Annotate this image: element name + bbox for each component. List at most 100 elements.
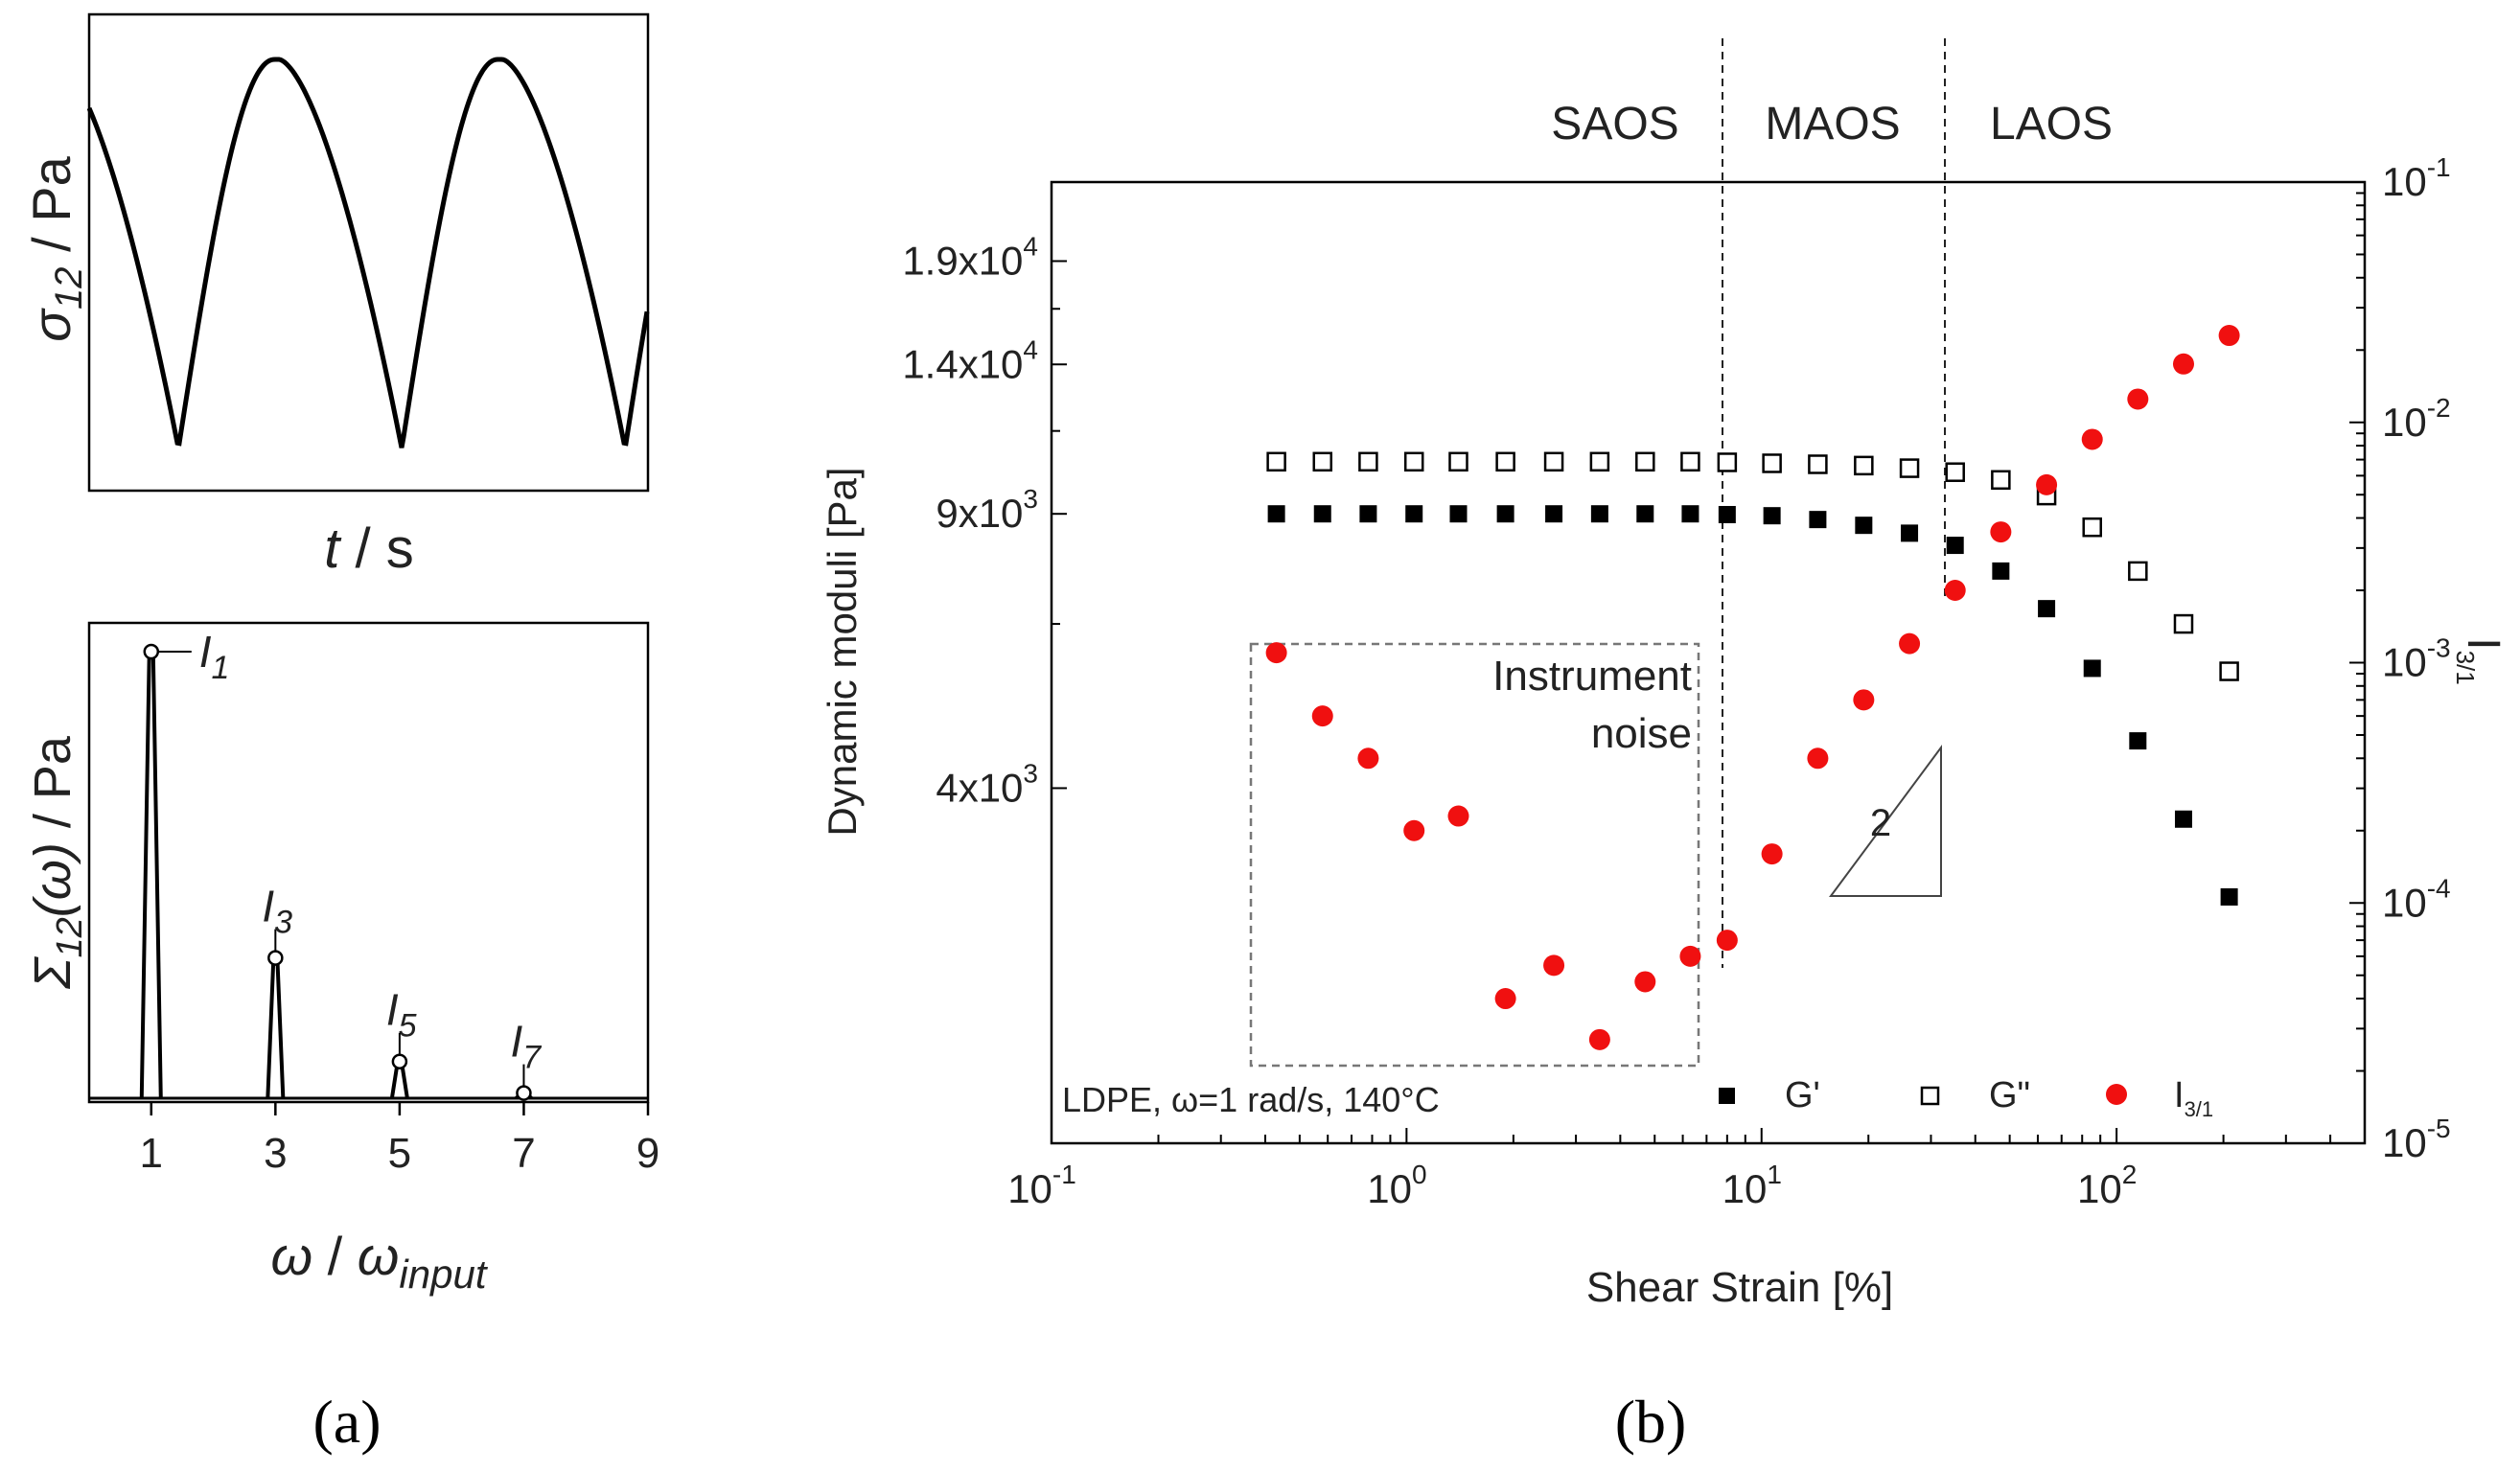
series-g-double-prime [1266,451,2239,681]
i31-point [1357,747,1379,770]
g-prime-point [2038,600,2056,618]
peak-label-i3: I3 [262,882,292,941]
g-prime-point [1590,505,1608,523]
panel-a-top-xlabel: t / s [324,517,413,580]
g-prime-point [1545,505,1563,523]
spectrum-peaks: I1 I3 I5 I7 [89,627,648,1101]
panel-b-xlabel: Shear Strain [%] [1586,1264,1893,1311]
g-double-prime-point [1266,451,1286,472]
g-prime-point [2129,732,2147,750]
y-left-tick-label: 1.9x104 [902,231,1038,283]
g-prime-point [2083,659,2101,678]
g-double-prime-point [1495,451,1515,472]
i31-point [1494,988,1516,1010]
y-right-tick-label: 10-1 [2382,152,2451,204]
y-right-tick-label: 10-2 [2382,393,2451,445]
g-double-prime-point [1762,453,1782,473]
g-double-prime-point [1680,451,1700,472]
legend-i31-marker [2106,1084,2127,1105]
i31-point [2127,388,2149,410]
g-prime-point [1901,524,1919,542]
i31-point [2081,428,2103,450]
i31-point [1899,632,1921,655]
spectrum-x-tick-label: 7 [512,1130,535,1177]
g-prime-point [1855,517,1873,535]
peak-label-i1: I1 [199,627,230,686]
x-tick-label: 10-1 [1007,1160,1076,1211]
panel-a-bottom-frame [87,621,650,1104]
y-right-tick-label: 10-5 [2382,1114,2451,1165]
i31-point [1265,642,1287,664]
g-double-prime-point [1991,470,2011,491]
legend-gp-label: G' [1785,1075,1820,1115]
g-prime-point [1681,505,1699,523]
series-i31 [1265,325,2240,1050]
legend-i31-label: I3/1 [2174,1075,2213,1121]
g-double-prime-point [1448,451,1468,472]
i31-point [1807,747,1829,770]
i31-point [1447,805,1469,827]
g-double-prime-point [1717,452,1738,472]
x-tick-label: 101 [1722,1160,1782,1211]
panel-b-label: (b) [1615,1388,1687,1456]
i31-point [1761,843,1783,865]
panel-a-top-ylabel: σ12 / Pa [21,155,90,341]
slope-triangle [1829,744,1942,897]
g-double-prime-point [1589,451,1610,472]
g-prime-point [1405,505,1423,523]
noise-label-line2: noise [1591,710,1692,757]
g-double-prime-point [1945,462,1965,482]
g-prime-point [1809,511,1827,529]
i31-point [1853,689,1875,711]
region-laos-label: LAOS [1990,99,2113,149]
legend-gpp-marker [1920,1086,1940,1106]
slope-label: 2 [1870,802,1891,844]
panel-b-frame [1050,180,2367,1145]
instrument-noise-box [1249,642,1700,1068]
panel-a-bottom-xlabel: ω / ωinput [270,1226,488,1297]
i31-point [1944,580,1966,602]
g-prime-point [1946,537,1964,555]
g-double-prime-point [2128,561,2148,582]
peak-marker [267,950,284,966]
g-prime-point [1496,505,1514,523]
x-tick-label: 102 [2077,1160,2137,1211]
i31-point [2036,473,2058,495]
i31-point [1311,705,1333,727]
spectrum-peak [266,955,286,1099]
y-left-tick-label: 1.4x104 [902,334,1038,386]
g-double-prime-point [2219,661,2239,681]
panel-b-ylabel-left: Dynamic moduli [Pa] [820,467,865,836]
noise-label-line1: Instrument [1492,653,1692,700]
i31-point [1990,521,2012,543]
spectrum-x-tick-label: 9 [636,1130,659,1177]
g-prime-point [2174,810,2192,828]
g-double-prime-point [1854,455,1874,476]
g-prime-point [1449,505,1468,523]
g-prime-point [1992,562,2010,580]
g-double-prime-point [1358,451,1378,472]
panel-b-ticks: 10-1 100 101 102 1.9x104 1.4x104 9x103 4x103 10-… [902,152,2450,1211]
g-prime-point [1718,505,1736,523]
spectrum-x-ticks: 1 3 5 7 9 [140,1102,659,1177]
i31-point [1716,930,1738,952]
i31-point [1403,819,1425,841]
legend-gp-marker [1719,1088,1735,1104]
peak-marker [391,1053,408,1069]
g-prime-point [1313,505,1331,523]
spectrum-x-tick-label: 5 [388,1130,411,1177]
i31-point [1588,1028,1610,1050]
g-double-prime-point [1899,458,1920,478]
region-saos-label: SAOS [1551,99,1678,149]
g-double-prime-point [2173,613,2194,634]
y-left-tick-label: 9x103 [936,484,1038,536]
g-double-prime-point [1635,451,1655,472]
y-right-tick-label: 10-3 [2382,633,2451,685]
peak-marker [143,643,160,660]
g-prime-point [1636,505,1654,523]
y-right-tick-label: 10-4 [2382,873,2451,925]
stress-waveform-line [86,57,650,448]
region-maos-label: MAOS [1765,99,1900,149]
peak-label-i5: I5 [386,985,417,1045]
